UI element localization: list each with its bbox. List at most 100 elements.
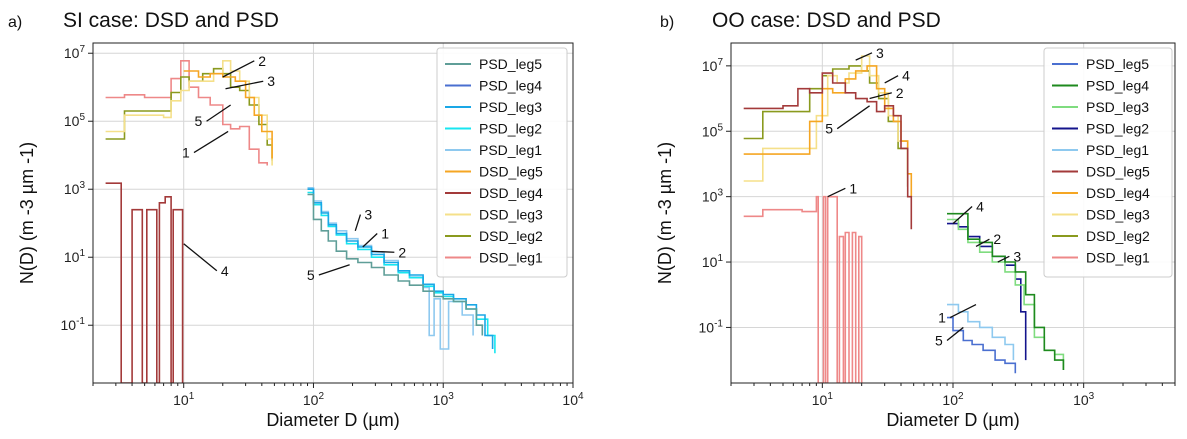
y-tick-label: 103 (64, 180, 86, 197)
annotation-leader (836, 105, 870, 130)
annotation-label: 2 (896, 85, 904, 101)
annotation-leader (869, 92, 892, 100)
legend-label: DSD_leg5 (479, 164, 543, 180)
series-line-DSD_leg1 (743, 195, 863, 383)
annotation-label: 3 (364, 207, 372, 223)
series-line-DSD_leg1 (105, 60, 268, 166)
y-axis-label: N(D) (m -3 µm -1) (655, 142, 675, 284)
annotation-label: 3 (267, 73, 275, 89)
annotation-leader (183, 243, 218, 272)
annotation-label: 2 (993, 231, 1001, 247)
annotation-label: 4 (221, 263, 229, 279)
chart-panel-b: b) OO case: DSD and PSD 101 102 103 10-1 101 10… (655, 9, 1176, 430)
annotation-leader (371, 250, 395, 253)
series-line-DSD_leg3 (743, 55, 909, 182)
y-tick-label: 107 (64, 44, 86, 61)
series-line-DSD_leg5 (183, 70, 273, 159)
y-tick-label: 101 (64, 248, 86, 265)
legend-label: PSD_leg1 (479, 142, 542, 158)
annotation-leader (975, 238, 990, 248)
annotation-leader (362, 232, 378, 248)
panel-label: b) (660, 14, 674, 31)
annotation-leader (193, 130, 229, 154)
legend-label: PSD_leg2 (479, 121, 542, 137)
annotation-leader (206, 104, 232, 122)
annotation-label: 5 (825, 121, 833, 137)
legend-label: PSD_leg1 (1086, 142, 1149, 158)
annotation-leader (222, 60, 255, 78)
annotation-label: 4 (902, 68, 910, 84)
legend-label: DSD_leg5 (1086, 164, 1150, 180)
legend-label: PSD_leg4 (1086, 78, 1149, 94)
series-line-PSD_leg1 (947, 303, 1015, 361)
annotation-label: 1 (381, 225, 389, 241)
y-tick-label: 105 (702, 122, 724, 139)
legend-box (1043, 47, 1173, 278)
legend-label: PSD_leg5 (479, 56, 542, 72)
legend: PSD_leg5 PSD_leg4 PSD_leg3 PSD_leg2 PSD_leg1… (1043, 47, 1173, 278)
legend-label: PSD_leg5 (1086, 56, 1149, 72)
annotation-leader (225, 80, 264, 90)
series-line-DSD_leg5 (743, 72, 913, 230)
series-line-DSD_leg4 (105, 182, 184, 383)
annotation-leader (946, 326, 964, 341)
y-tick-label: 10-1 (61, 316, 86, 333)
x-tick-label: 101 (173, 391, 195, 408)
legend-box (436, 47, 568, 278)
y-tick-label: 10-1 (699, 318, 724, 335)
y-axis-label: N(D) (m -3 µm -1) (17, 142, 37, 284)
x-tick-label: 103 (433, 391, 455, 408)
annotation-label: 5 (307, 267, 315, 283)
legend-label: PSD_leg4 (479, 78, 542, 94)
annotation-leader (855, 52, 873, 61)
annotation-label: 3 (876, 45, 884, 61)
annotation-leader (952, 206, 973, 225)
x-tick-label: 103 (1073, 391, 1095, 408)
annotation-leader (827, 187, 846, 198)
legend-label: DSD_leg2 (1086, 228, 1150, 244)
annotation-leader (997, 255, 1010, 263)
annotation-label: 1 (182, 145, 190, 161)
legend-label: PSD_leg3 (1086, 99, 1149, 115)
annotation-leader (354, 214, 362, 231)
annotation-label: 1 (938, 310, 946, 326)
legend-label: DSD_leg3 (1086, 207, 1150, 223)
legend-label: DSD_leg1 (479, 250, 543, 266)
annotation-label: 4 (976, 198, 984, 214)
y-tick-label: 105 (64, 112, 86, 129)
series-line-PSD_leg4 (947, 212, 1065, 370)
annotation-leader (949, 304, 977, 319)
annotation-leader (318, 264, 350, 276)
x-axis-label: Diameter D (µm) (266, 410, 399, 430)
legend: PSD_leg5 PSD_leg4 PSD_leg3 PSD_leg2 PSD_leg1… (436, 47, 568, 278)
chart-title: SI case: DSD and PSD (63, 9, 279, 32)
x-axis-label: Diameter D (µm) (886, 410, 1019, 430)
annotation-label: 5 (195, 113, 203, 129)
annotation-leader (884, 75, 899, 84)
legend-label: DSD_leg1 (1086, 250, 1150, 266)
x-tick-label: 102 (303, 391, 325, 408)
panel-label: a) (8, 14, 22, 31)
legend-label: PSD_leg3 (479, 99, 542, 115)
legend-label: DSD_leg3 (479, 207, 543, 223)
x-tick-label: 104 (562, 391, 584, 408)
plot-frame (92, 42, 574, 384)
series-line-PSD_leg2 (947, 222, 1027, 361)
chart-panel-a: a) SI case: DSD and PSD 101 102 103 104 10-1 10… (8, 9, 584, 430)
annotation-label: 5 (935, 332, 943, 348)
annotation-label: 1 (849, 180, 857, 196)
x-tick-label: 101 (812, 391, 834, 408)
legend-label: PSD_leg2 (1086, 121, 1149, 137)
legend-label: DSD_leg4 (479, 185, 543, 201)
annotation-label: 2 (258, 53, 266, 69)
series-line-PSD_leg5 (307, 193, 484, 336)
series-line-DSD_leg2 (743, 65, 909, 187)
y-tick-label: 107 (702, 57, 724, 74)
annotation-label: 3 (1013, 248, 1021, 264)
y-tick-label: 103 (702, 188, 724, 205)
legend-label: DSD_leg4 (1086, 185, 1150, 201)
legend-label: DSD_leg2 (479, 228, 543, 244)
series-line-PSD_leg5 (947, 316, 1017, 374)
